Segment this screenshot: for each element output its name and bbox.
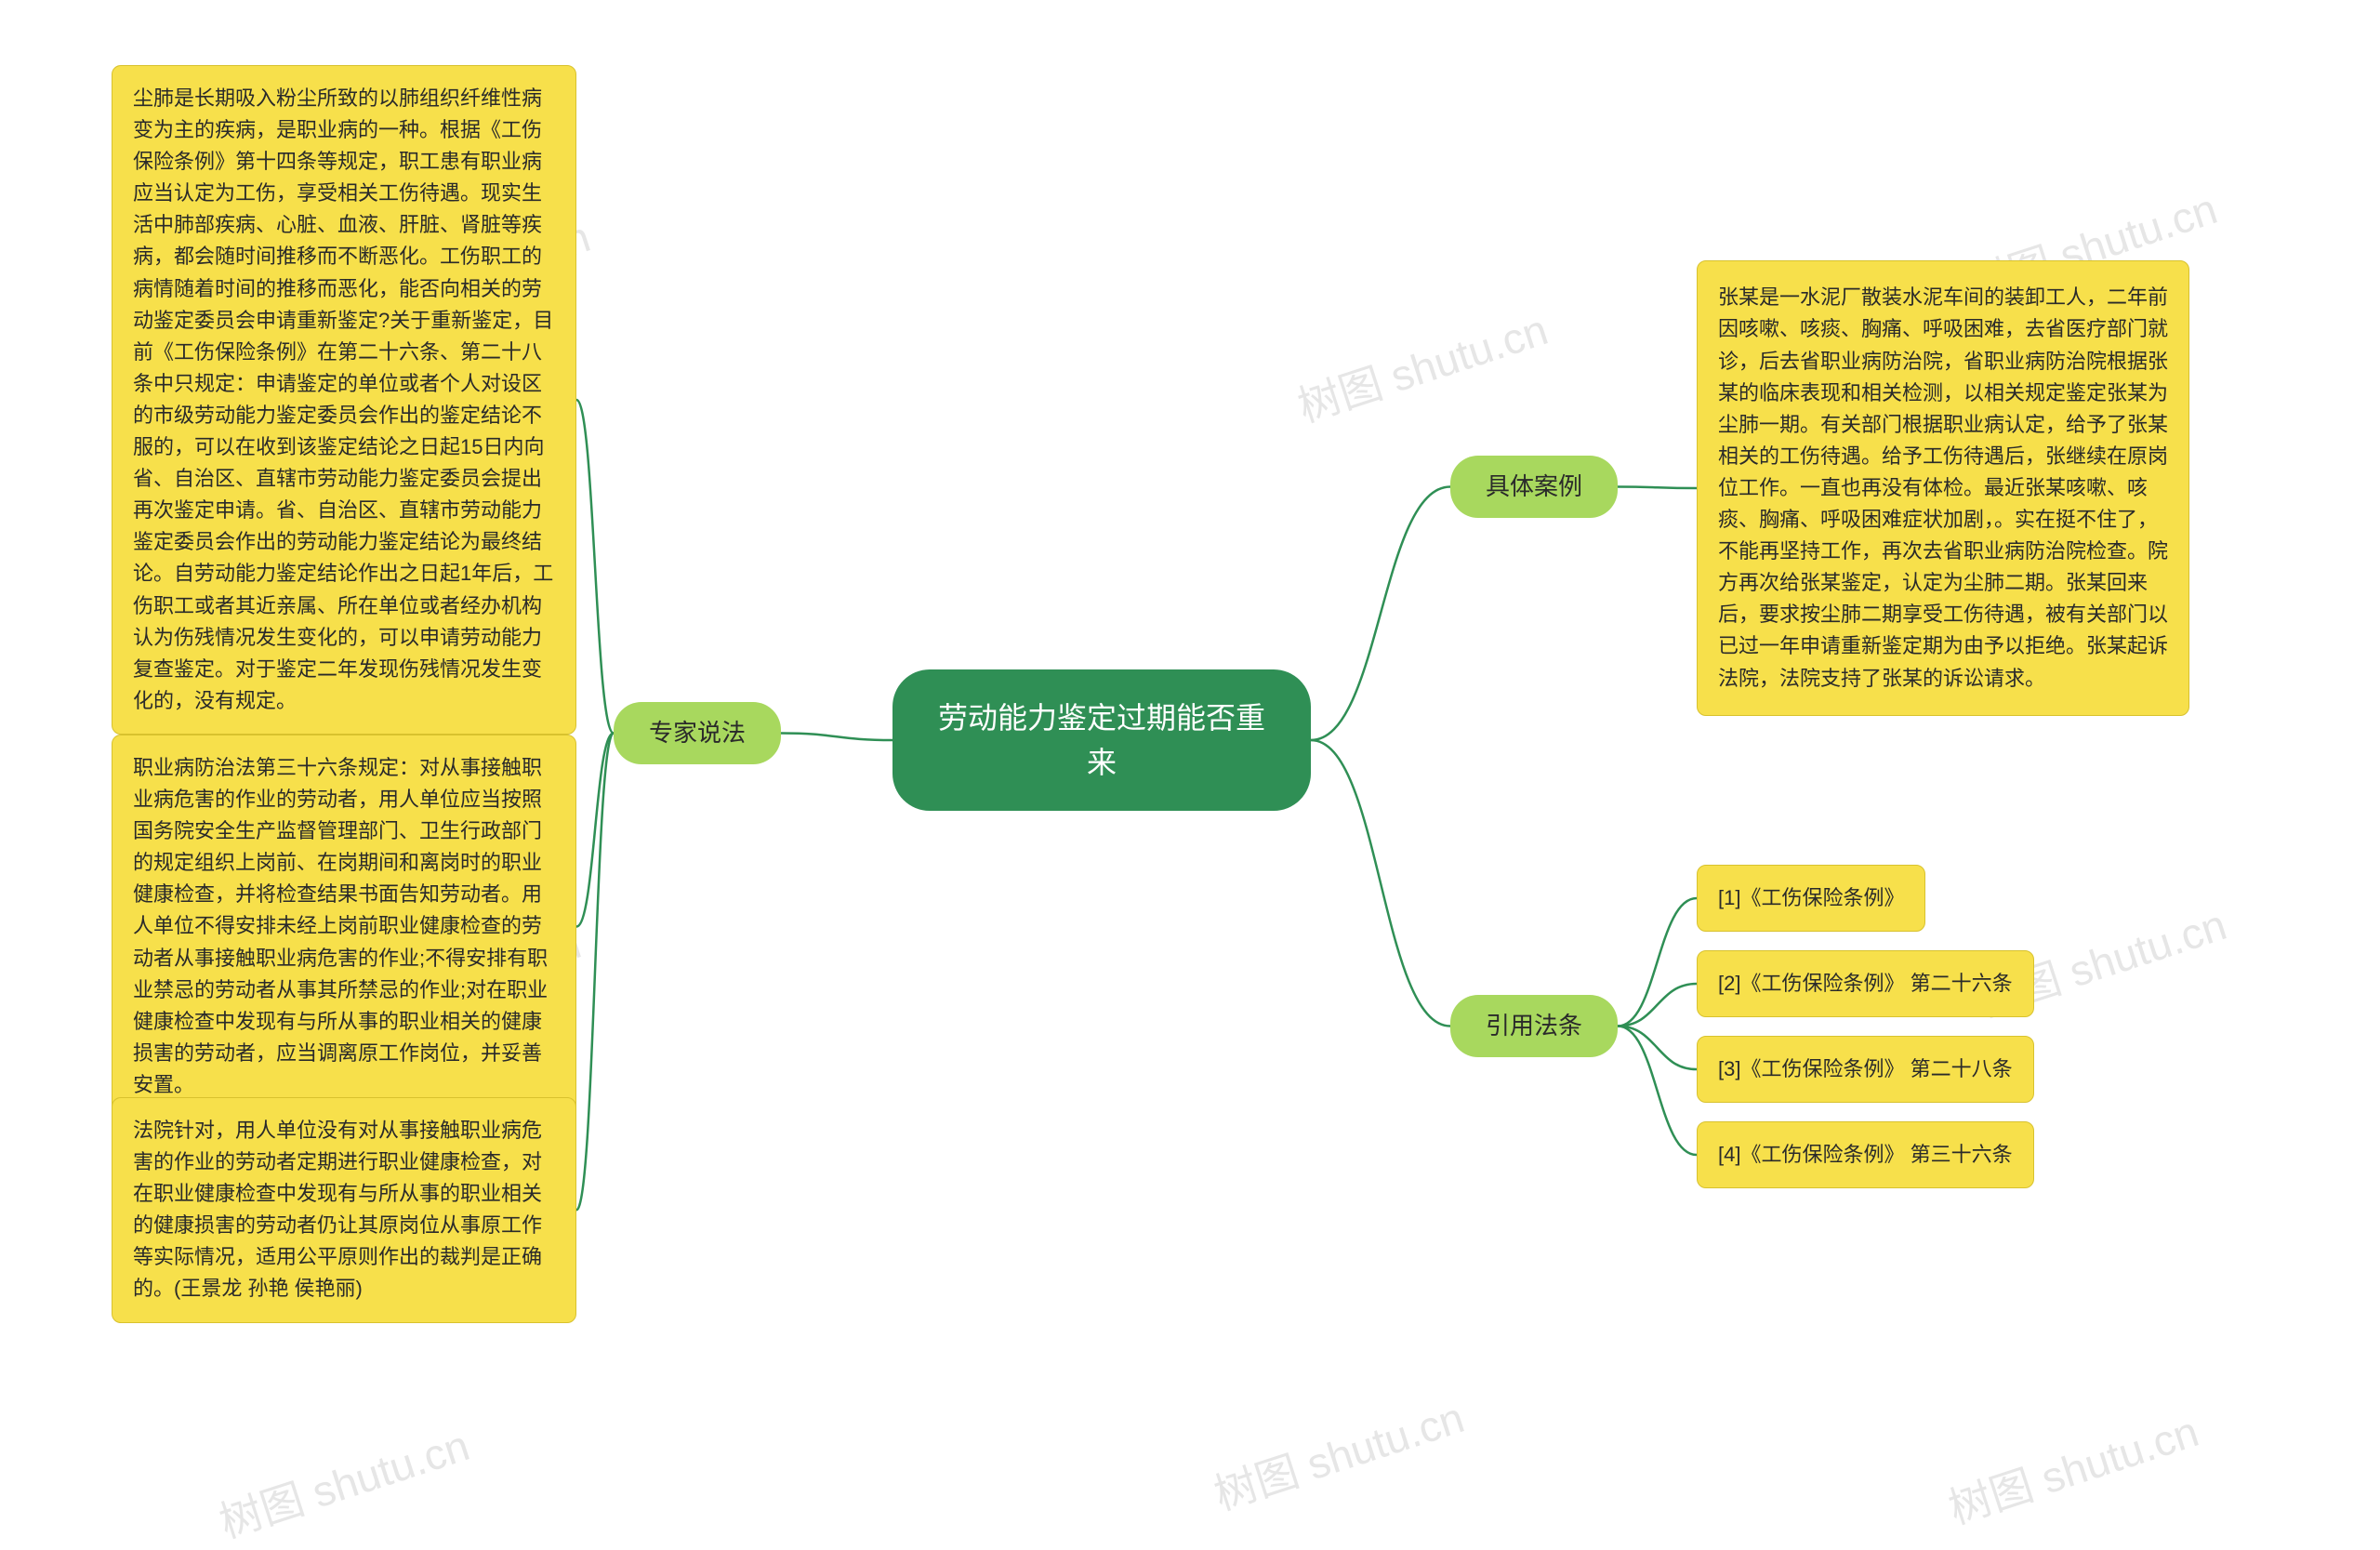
watermark: 树图 shutu.cn — [1940, 1398, 2205, 1537]
law-leaf: [1]《工伤保险条例》 — [1697, 865, 1925, 932]
law-leaf: [2]《工伤保险条例》 第二十六条 — [1697, 950, 2034, 1017]
law-leaf: [4]《工伤保险条例》 第三十六条 — [1697, 1121, 2034, 1188]
watermark: 树图 shutu.cn — [1289, 297, 1554, 435]
case-leaf-text: 张某是一水泥厂散装水泥车间的装卸工人，二年前因咳嗽、咳痰、胸痛、呼吸困难，去省医… — [1718, 282, 2168, 694]
branch-case: 具体案例 — [1450, 456, 1618, 518]
branch-law: 引用法条 — [1450, 995, 1618, 1057]
law-leaf-text: [4]《工伤保险条例》 第三十六条 — [1718, 1139, 2013, 1171]
branch-expert: 专家说法 — [614, 702, 781, 764]
expert-leaf: 法院针对，用人单位没有对从事接触职业病危害的作业的劳动者定期进行职业健康检查，对… — [112, 1097, 576, 1323]
case-leaf: 张某是一水泥厂散装水泥车间的装卸工人，二年前因咳嗽、咳痰、胸痛、呼吸困难，去省医… — [1697, 260, 2189, 716]
root-label: 劳动能力鉴定过期能否重来 — [938, 696, 1265, 785]
expert-leaf: 尘肺是长期吸入粉尘所致的以肺组织纤维性病变为主的疾病，是职业病的一种。根据《工伤… — [112, 65, 576, 735]
mindmap-canvas: 树图 shutu.cn树图 shutu.cn树图 shutu.cn树图 shut… — [0, 0, 2380, 1502]
watermark: 树图 shutu.cn — [1206, 1384, 1471, 1523]
branch-case-label: 具体案例 — [1486, 469, 1582, 505]
branch-law-label: 引用法条 — [1486, 1008, 1582, 1044]
expert-leaf-text: 职业病防治法第三十六条规定：对从事接触职业病危害的作业的劳动者，用人单位应当按照… — [133, 752, 555, 1101]
expert-leaf-text: 法院针对，用人单位没有对从事接触职业病危害的作业的劳动者定期进行职业健康检查，对… — [133, 1115, 555, 1305]
branch-expert-label: 专家说法 — [649, 715, 746, 751]
watermark: 树图 shutu.cn — [211, 1412, 476, 1550]
law-leaf-text: [1]《工伤保险条例》 — [1718, 882, 1904, 914]
expert-leaf: 职业病防治法第三十六条规定：对从事接触职业病危害的作业的劳动者，用人单位应当按照… — [112, 735, 576, 1119]
law-leaf: [3]《工伤保险条例》 第二十八条 — [1697, 1036, 2034, 1103]
law-leaf-text: [2]《工伤保险条例》 第二十六条 — [1718, 968, 2013, 1000]
root-node: 劳动能力鉴定过期能否重来 — [892, 669, 1311, 811]
law-leaf-text: [3]《工伤保险条例》 第二十八条 — [1718, 1053, 2013, 1085]
expert-leaf-text: 尘肺是长期吸入粉尘所致的以肺组织纤维性病变为主的疾病，是职业病的一种。根据《工伤… — [133, 83, 555, 717]
